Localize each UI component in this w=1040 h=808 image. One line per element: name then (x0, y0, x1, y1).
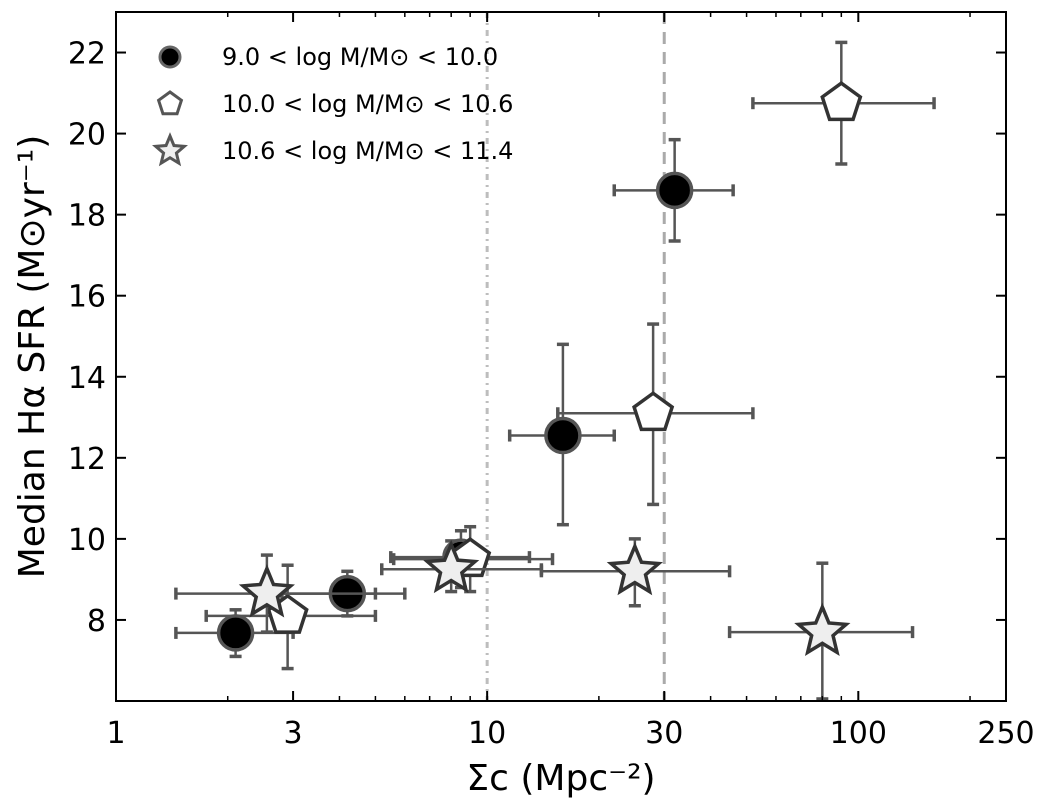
x-tick-label: 100 (830, 716, 887, 751)
data-point-star (794, 602, 851, 657)
y-tick-label: 8 (87, 604, 106, 639)
y-tick-label: 18 (68, 199, 106, 234)
legend-item: 9.0 < log M/M⊙ < 10.0 (158, 43, 498, 71)
legend-label: 10.6 < log M/M⊙ < 11.4 (222, 137, 513, 165)
x-tick-label: 3 (284, 716, 303, 751)
x-tick-label: 250 (977, 716, 1034, 751)
x-tick-label: 30 (645, 716, 683, 751)
y-axis-title: Median Hα SFR (M⊙yr⁻¹) (12, 135, 53, 579)
y-tick-label: 14 (68, 361, 106, 396)
y-tick-label: 16 (68, 280, 106, 315)
data-point-pentagon (632, 391, 675, 432)
axis-ticks: 1 3 10 30 100 250 8 10 12 14 16 18 20 22 (68, 12, 1035, 751)
series-3 (174, 537, 915, 701)
y-tick-label: 12 (68, 442, 106, 477)
reference-lines (485, 12, 666, 701)
legend-item: 10.0 < log M/M⊙ < 10.6 (156, 90, 513, 118)
legend-item: 10.6 < log M/M⊙ < 11.4 (152, 132, 513, 167)
x-axis-title: Σc (Mpc⁻²) (466, 758, 655, 799)
legend-marker-star (152, 132, 188, 167)
data-point-pentagon (820, 81, 863, 122)
legend-label: 9.0 < log M/M⊙ < 10.0 (222, 43, 498, 71)
data-point-circle (544, 416, 582, 455)
legend-label: 10.0 < log M/M⊙ < 10.6 (222, 90, 513, 118)
data-point-star (606, 541, 663, 596)
data-points (174, 40, 936, 701)
data-point-circle (655, 171, 694, 210)
legend: 9.0 < log M/M⊙ < 10.0 10.0 < log M/M⊙ < 1… (152, 43, 513, 167)
legend-marker-pentagon (156, 90, 184, 116)
data-point-star (423, 539, 480, 594)
x-tick-label: 1 (106, 716, 125, 751)
y-tick-label: 10 (68, 523, 106, 558)
legend-marker-circle (158, 45, 182, 69)
y-tick-label: 22 (68, 37, 106, 72)
plot-area-frame (115, 11, 1007, 702)
y-tick-label: 20 (68, 118, 106, 153)
data-point-star (238, 564, 295, 618)
data-point-circle (216, 614, 255, 652)
x-tick-label: 10 (468, 716, 506, 751)
